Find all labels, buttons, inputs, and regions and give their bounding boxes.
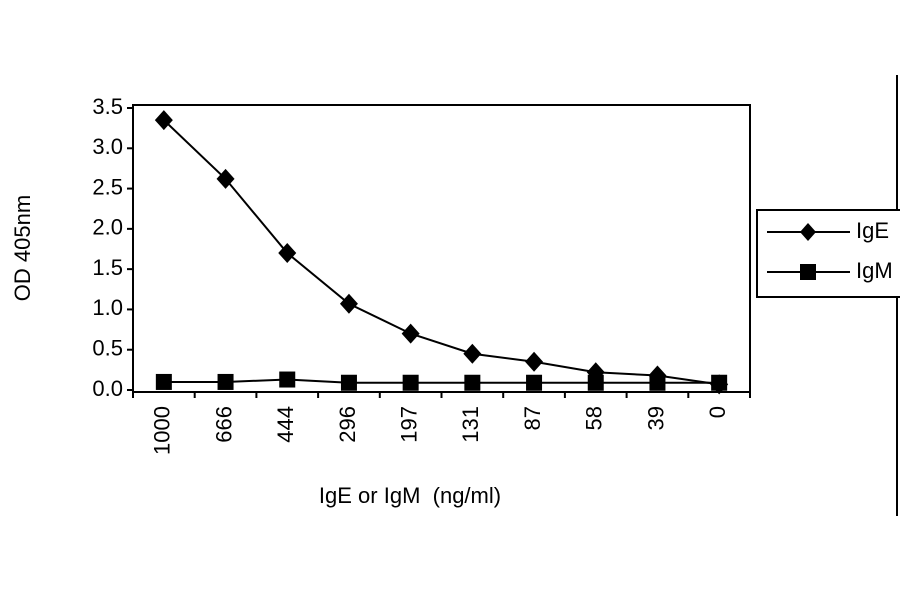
- data-point: [402, 374, 419, 391]
- x-tick-label: 0: [705, 406, 730, 418]
- data-point: [526, 374, 543, 391]
- data-point: [340, 374, 357, 391]
- data-point: [649, 374, 666, 391]
- data-point: [401, 323, 420, 344]
- y-tick-label: 0.5: [92, 336, 123, 361]
- legend-label: IgE: [856, 218, 889, 243]
- x-tick-label: 296: [335, 406, 360, 443]
- data-point: [525, 351, 544, 372]
- data-point: [217, 373, 234, 390]
- x-axis-title: IgE or IgM (ng/ml): [319, 483, 501, 508]
- legend-marker: [800, 223, 816, 241]
- y-tick-label: 2.5: [92, 174, 123, 199]
- data-point: [587, 374, 604, 391]
- data-point: [463, 343, 482, 364]
- y-tick-label: 0.0: [92, 376, 123, 401]
- y-tick-label: 3.0: [92, 134, 123, 159]
- y-axis-title: OD 405nm: [10, 195, 35, 301]
- x-tick-label: 58: [582, 406, 607, 430]
- series-line: [163, 119, 720, 386]
- data-point: [279, 371, 296, 388]
- x-tick-label: 1000: [150, 406, 175, 455]
- legend: [756, 209, 900, 298]
- data-point: [155, 373, 172, 390]
- x-tick-label: 39: [643, 406, 668, 430]
- x-tick-label: 197: [396, 406, 421, 443]
- legend-marker: [800, 264, 816, 280]
- data-point: [154, 110, 173, 131]
- data-point: [278, 243, 297, 264]
- y-tick-label: 1.5: [92, 255, 123, 280]
- x-tick-label: 666: [211, 406, 236, 443]
- series-line: [163, 378, 720, 384]
- data-point: [216, 168, 235, 189]
- plot-area: [132, 104, 751, 393]
- x-tick-label: 87: [520, 406, 545, 430]
- x-tick-label: 444: [273, 406, 298, 443]
- legend-label: IgM: [856, 258, 893, 283]
- x-tick-label: 131: [458, 406, 483, 443]
- y-tick-label: 3.5: [92, 94, 123, 119]
- data-point: [464, 374, 481, 391]
- data-point: [339, 293, 358, 314]
- y-tick-label: 2.0: [92, 215, 123, 240]
- data-point: [711, 374, 728, 391]
- y-tick-label: 1.0: [92, 295, 123, 320]
